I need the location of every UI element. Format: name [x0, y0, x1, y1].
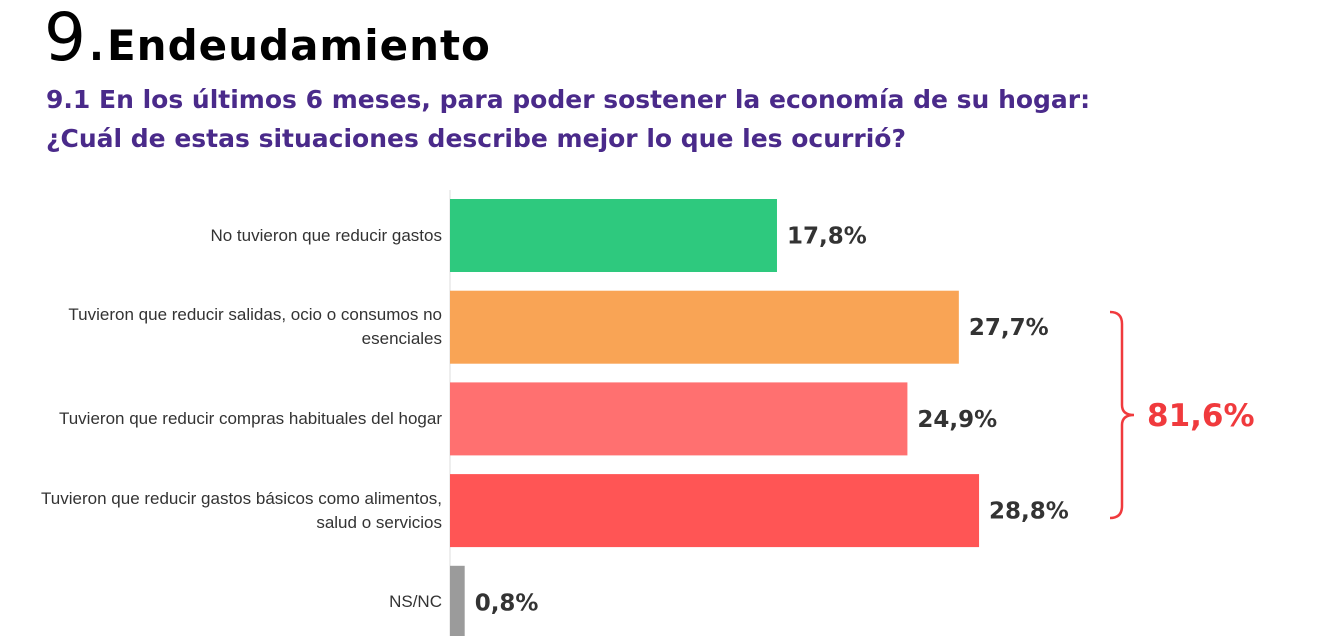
category-label: NS/NC: [389, 592, 442, 612]
bar: [450, 382, 908, 456]
question-line-2: ¿Cuál de estas situaciones describe mejo…: [46, 124, 906, 153]
total-annotation: 81,6%: [1147, 398, 1255, 434]
category-label: Tuvieron que reducir gastos básicos como…: [41, 488, 442, 532]
category-label: No tuvieron que reducir gastos: [210, 225, 442, 245]
bar: [450, 199, 777, 272]
bar: [450, 474, 980, 548]
bar: [450, 565, 465, 636]
section-number: 9.: [44, 0, 107, 76]
category-label: Tuvieron que reducir salidas, ocio o con…: [68, 305, 442, 349]
category-label: Tuvieron que reducir compras habituales …: [58, 408, 442, 428]
bar: [450, 290, 959, 364]
question-line-1: 9.1 En los últimos 6 meses, para poder s…: [46, 85, 1091, 114]
data-label: 24,9%: [917, 407, 997, 433]
data-label: 17,8%: [787, 224, 867, 250]
data-label: 28,8%: [989, 499, 1069, 525]
data-label: 27,7%: [969, 315, 1049, 341]
data-label: 0,8%: [475, 590, 539, 616]
bracket-icon: [1109, 310, 1135, 520]
section-title: 9.Endeudamiento: [44, 0, 491, 76]
section-name: Endeudamiento: [106, 21, 491, 70]
